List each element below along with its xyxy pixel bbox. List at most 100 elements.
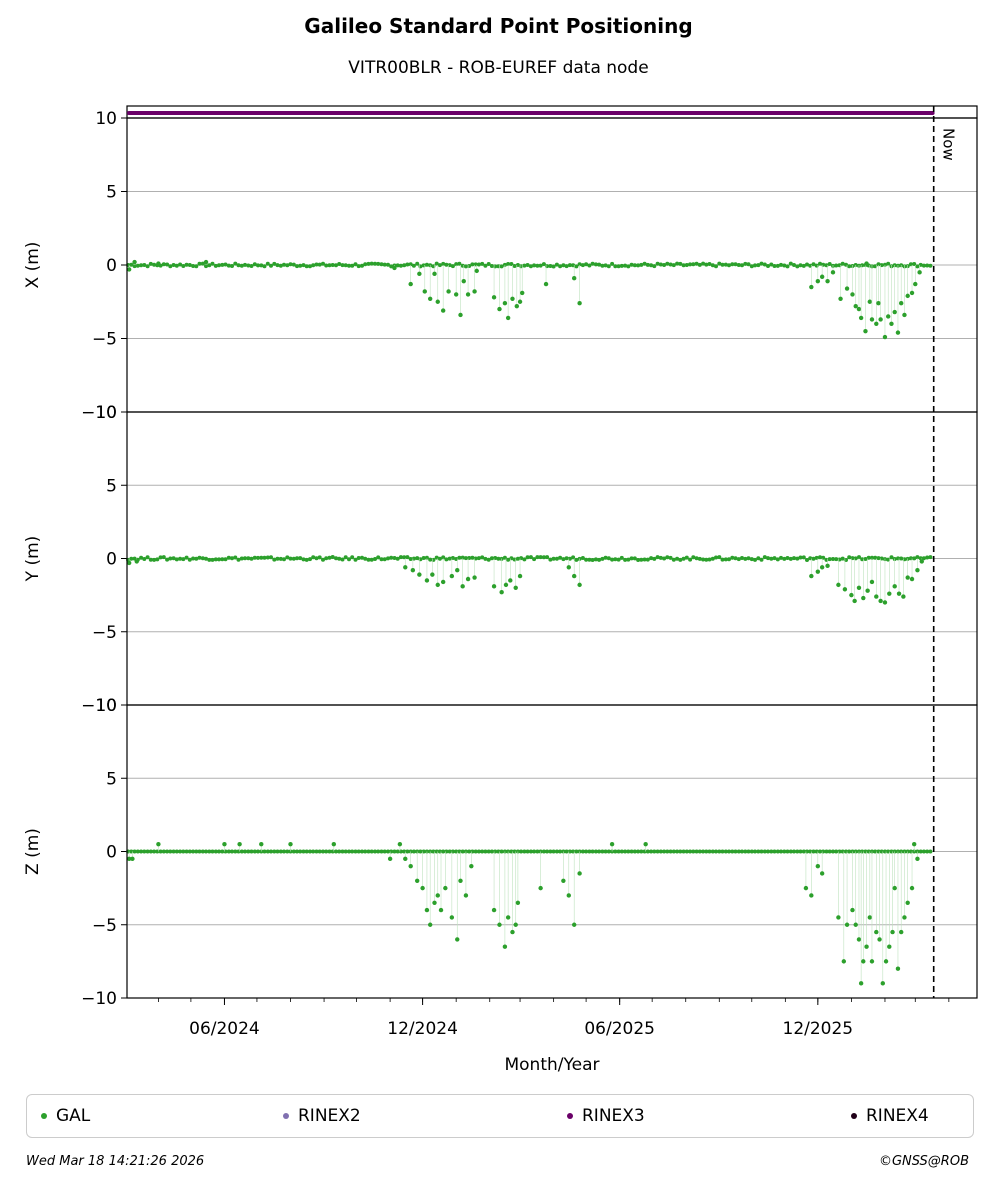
data-point [840, 556, 845, 561]
data-point [649, 556, 654, 561]
data-point [564, 556, 569, 561]
data-point [210, 557, 215, 562]
data-point [158, 555, 163, 560]
data-point [272, 261, 277, 266]
data-point [701, 849, 706, 854]
data-point [880, 981, 885, 986]
data-point [360, 555, 364, 560]
data-point [285, 555, 290, 560]
data-point [437, 263, 442, 268]
data-point [382, 849, 387, 854]
data-point [473, 849, 478, 854]
y-tick-label: 5 [106, 476, 117, 496]
data-point [181, 849, 186, 854]
data-point [324, 556, 329, 561]
legend-item-rinex4: RINEX4 [851, 1095, 929, 1137]
data-point [458, 878, 463, 883]
y-axis-label: Y (m) [23, 536, 43, 583]
data-point [161, 849, 166, 854]
data-point [551, 556, 556, 561]
data-point [825, 563, 830, 569]
data-point [665, 261, 670, 266]
data-point [288, 841, 293, 847]
data-point [766, 556, 770, 561]
data-point [590, 558, 595, 562]
data-point [486, 262, 491, 266]
data-point [730, 262, 735, 267]
data-point [626, 264, 631, 269]
data-point [246, 263, 251, 268]
data-point [502, 262, 507, 267]
data-point [472, 289, 477, 294]
data-point [491, 584, 497, 589]
data-point [135, 263, 140, 268]
data-point [514, 303, 520, 309]
data-point [334, 556, 338, 561]
data-point [688, 262, 693, 267]
data-point [792, 849, 796, 854]
legend-item-gal: GAL [41, 1095, 90, 1137]
data-point [461, 278, 466, 284]
data-point [415, 261, 420, 266]
legend-marker-rinex3 [567, 1113, 573, 1119]
data-point [525, 849, 530, 854]
data-point [207, 263, 212, 268]
data-point [819, 565, 825, 570]
data-point [600, 263, 605, 268]
data-point [704, 557, 709, 562]
data-point [158, 849, 163, 854]
data-point [363, 849, 368, 854]
data-point [453, 292, 459, 297]
data-point [766, 264, 770, 268]
data-point [678, 261, 683, 266]
data-point [496, 556, 501, 561]
data-point [449, 915, 455, 920]
data-point [821, 555, 826, 560]
data-point [411, 849, 416, 854]
data-point [288, 262, 293, 267]
data-point [876, 262, 881, 267]
data-point [295, 556, 299, 561]
data-point [811, 556, 816, 561]
data-point [237, 841, 242, 847]
data-point [366, 849, 371, 854]
data-point [746, 849, 751, 854]
data-point [571, 276, 577, 281]
data-point [454, 262, 459, 267]
y-tick-label: −5 [92, 916, 117, 936]
data-point [506, 262, 511, 266]
data-point [811, 849, 816, 854]
data-point [541, 849, 546, 854]
data-point [925, 849, 930, 854]
data-point [619, 555, 624, 560]
data-point [587, 557, 592, 562]
data-point [733, 262, 738, 267]
data-point [629, 556, 634, 561]
data-point [593, 557, 598, 562]
data-point [593, 262, 598, 267]
data-point [867, 915, 873, 920]
data-point [746, 556, 751, 561]
data-point [161, 262, 166, 267]
data-point [376, 555, 381, 560]
data-point [389, 264, 394, 269]
data-point [675, 556, 680, 561]
data-point [847, 555, 852, 560]
data-point [878, 317, 883, 322]
data-point [863, 557, 868, 561]
data-point [717, 261, 722, 266]
data-point [366, 261, 371, 266]
data-point [447, 556, 452, 561]
data-point [165, 849, 170, 854]
data-point [662, 556, 667, 561]
data-point [697, 262, 702, 267]
data-point [499, 589, 504, 595]
data-point [574, 264, 579, 269]
legend: GAL RINEX2 RINEX3 RINEX4 [26, 1094, 974, 1138]
data-point [704, 262, 709, 267]
data-point [405, 849, 410, 854]
data-point [291, 556, 296, 561]
data-point [606, 264, 611, 269]
data-point [819, 871, 825, 876]
data-point [548, 849, 553, 854]
